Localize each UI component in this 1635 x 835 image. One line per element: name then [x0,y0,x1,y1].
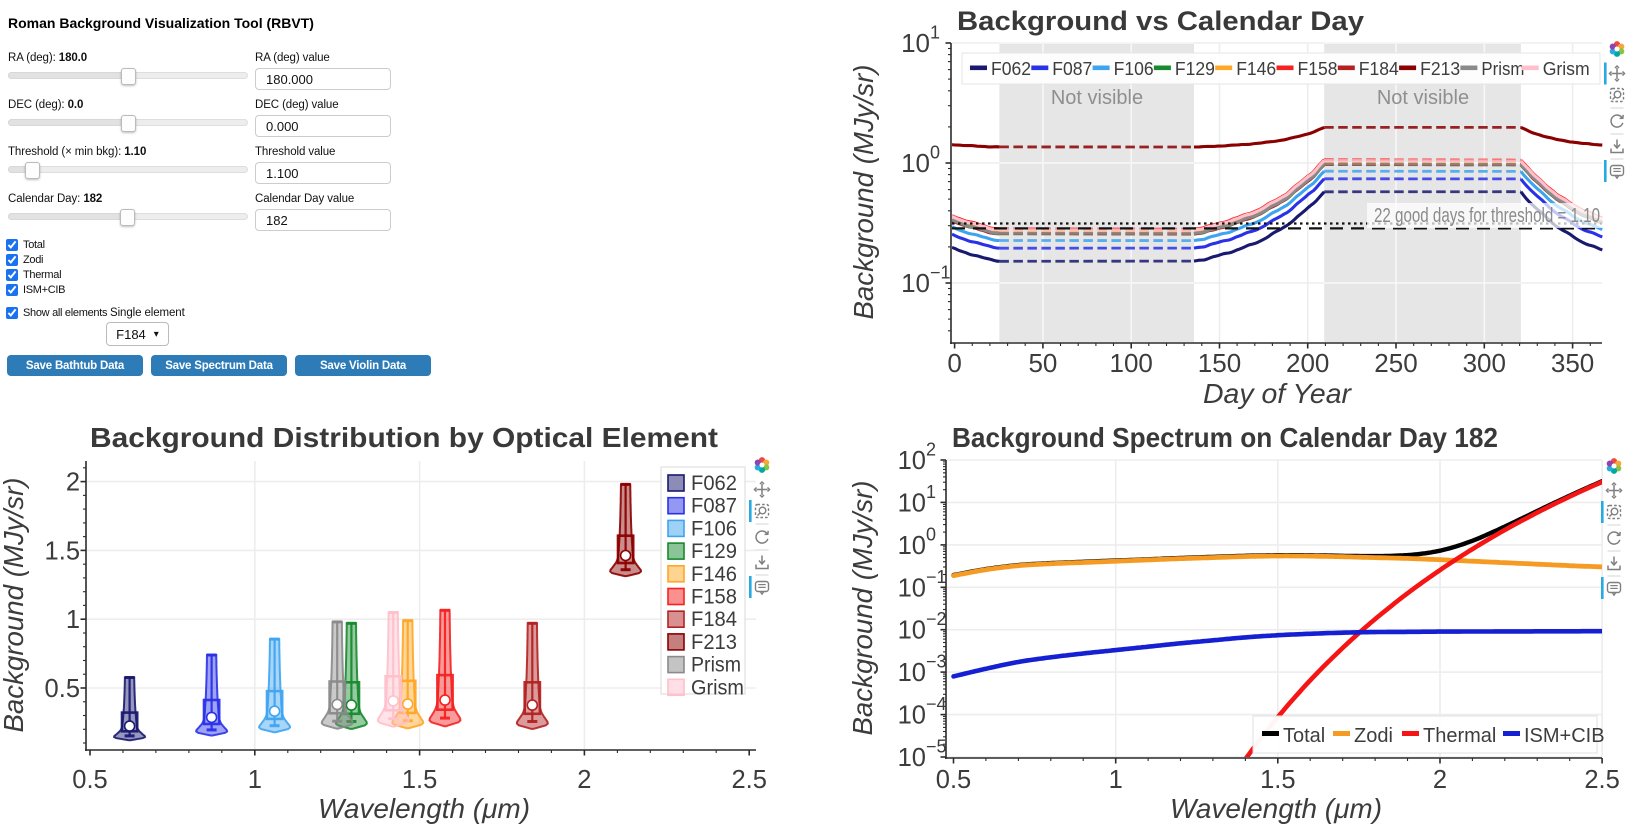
svg-text:0: 0 [930,143,940,163]
svg-text:Background (MJy/sr): Background (MJy/sr) [0,478,29,733]
svg-text:10: 10 [898,447,926,475]
svg-text:10: 10 [898,744,926,772]
svg-text:F062: F062 [991,58,1031,79]
svg-text:F129: F129 [691,540,737,563]
svg-text:F146: F146 [1236,58,1276,79]
svg-text:2.5: 2.5 [731,766,766,794]
svg-text:F146: F146 [691,563,737,586]
svg-text:0.5: 0.5 [72,766,107,794]
svg-text:300: 300 [1463,348,1506,378]
svg-text:150: 150 [1198,348,1241,378]
svg-text:F087: F087 [691,495,737,518]
svg-text:1.5: 1.5 [402,766,437,794]
svg-text:F106: F106 [1114,58,1154,79]
svg-text:Wavelength (μm): Wavelength (μm) [1170,793,1382,824]
svg-text:−3: −3 [926,652,947,672]
svg-text:1: 1 [1109,766,1123,794]
svg-text:−1: −1 [930,263,951,283]
svg-text:F158: F158 [1298,58,1338,79]
svg-text:22 good days for threshold = 1: 22 good days for threshold = 1.10 [1374,205,1600,227]
svg-text:F184: F184 [691,608,737,631]
svg-text:10: 10 [901,268,930,298]
svg-text:1: 1 [248,766,262,794]
svg-text:Grism: Grism [691,676,744,699]
svg-text:10: 10 [898,659,926,687]
svg-text:0.5: 0.5 [936,766,971,794]
svg-text:Zodi: Zodi [1354,725,1393,747]
svg-text:Background (MJy/sr): Background (MJy/sr) [847,481,878,736]
svg-text:F158: F158 [691,586,737,609]
svg-text:1.5: 1.5 [1260,766,1295,794]
svg-text:1: 1 [926,482,936,502]
svg-text:2: 2 [66,469,80,497]
svg-text:F106: F106 [691,517,737,540]
svg-text:Not visible: Not visible [1377,87,1469,109]
svg-text:2: 2 [926,440,936,460]
svg-text:Background Distribution by Opt: Background Distribution by Optical Eleme… [90,422,718,453]
svg-text:250: 250 [1374,348,1417,378]
svg-text:10: 10 [898,574,926,602]
svg-text:Not visible: Not visible [1051,87,1143,109]
svg-text:2.5: 2.5 [1584,766,1619,794]
svg-text:350: 350 [1551,348,1594,378]
svg-text:−4: −4 [926,694,947,714]
svg-text:Thermal: Thermal [1423,725,1496,747]
svg-text:1: 1 [930,23,940,43]
svg-text:Background vs Calendar Day: Background vs Calendar Day [957,6,1364,36]
svg-text:0.5: 0.5 [45,675,80,703]
svg-text:−2: −2 [926,609,947,629]
svg-text:0: 0 [926,524,936,544]
svg-text:0: 0 [947,348,961,378]
svg-text:2: 2 [1433,766,1447,794]
svg-text:50: 50 [1028,348,1057,378]
svg-text:F213: F213 [691,631,737,654]
svg-text:Grism: Grism [1543,58,1590,79]
svg-text:1: 1 [66,606,80,634]
svg-text:F129: F129 [1175,58,1215,79]
svg-text:10: 10 [901,28,930,58]
svg-text:−5: −5 [926,737,947,757]
svg-text:Background (MJy/sr): Background (MJy/sr) [848,65,879,320]
svg-text:ISM+CIB: ISM+CIB [1524,725,1605,747]
svg-text:Prism: Prism [1481,58,1524,79]
svg-text:Total: Total [1283,725,1325,747]
svg-text:10: 10 [898,617,926,645]
svg-text:100: 100 [1110,348,1153,378]
svg-text:Background Spectrum on Calenda: Background Spectrum on Calendar Day 182 [952,422,1498,453]
svg-text:F087: F087 [1052,58,1092,79]
svg-text:Prism: Prism [691,654,741,677]
svg-text:10: 10 [901,148,930,178]
svg-text:−1: −1 [926,567,947,587]
svg-text:200: 200 [1286,348,1329,378]
svg-text:10: 10 [898,532,926,560]
svg-text:Day of Year: Day of Year [1203,378,1353,409]
svg-text:F062: F062 [691,472,737,495]
svg-text:2: 2 [577,766,591,794]
svg-text:F184: F184 [1359,58,1399,79]
svg-text:10: 10 [898,489,926,517]
svg-text:F213: F213 [1420,58,1460,79]
svg-text:10: 10 [898,702,926,730]
svg-text:Wavelength (μm): Wavelength (μm) [318,793,530,824]
svg-text:1.5: 1.5 [45,537,80,565]
